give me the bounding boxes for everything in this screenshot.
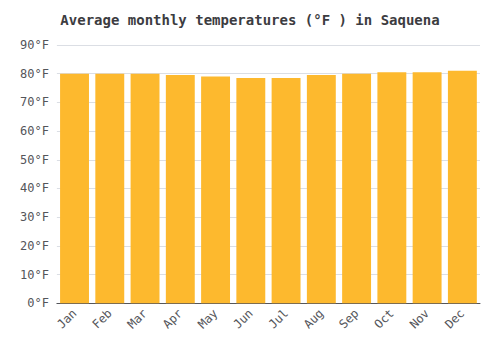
svg-text:70°F: 70°F <box>20 95 49 109</box>
svg-text:40°F: 40°F <box>20 181 49 195</box>
svg-text:May: May <box>195 306 220 331</box>
svg-text:Apr: Apr <box>160 306 185 331</box>
svg-text:80°F: 80°F <box>20 67 49 81</box>
svg-text:Feb: Feb <box>90 306 115 331</box>
svg-text:Jul: Jul <box>266 306 291 331</box>
svg-text:0°F: 0°F <box>27 296 49 310</box>
svg-text:Oct: Oct <box>372 306 397 331</box>
svg-text:20°F: 20°F <box>20 239 49 253</box>
svg-text:Aug: Aug <box>301 306 326 331</box>
svg-text:30°F: 30°F <box>20 210 49 224</box>
svg-text:Nov: Nov <box>407 306 432 331</box>
svg-text:50°F: 50°F <box>20 153 49 167</box>
svg-text:Dec: Dec <box>442 306 467 331</box>
svg-text:10°F: 10°F <box>20 268 49 282</box>
svg-text:Mar: Mar <box>125 306 150 331</box>
svg-text:90°F: 90°F <box>20 38 49 52</box>
svg-text:Jan: Jan <box>54 306 79 331</box>
svg-text:Average monthly temperatures (: Average monthly temperatures (°F ) in Sa… <box>60 12 439 28</box>
svg-text:Sep: Sep <box>336 306 361 331</box>
svg-text:60°F: 60°F <box>20 124 49 138</box>
svg-text:Jun: Jun <box>231 306 256 331</box>
